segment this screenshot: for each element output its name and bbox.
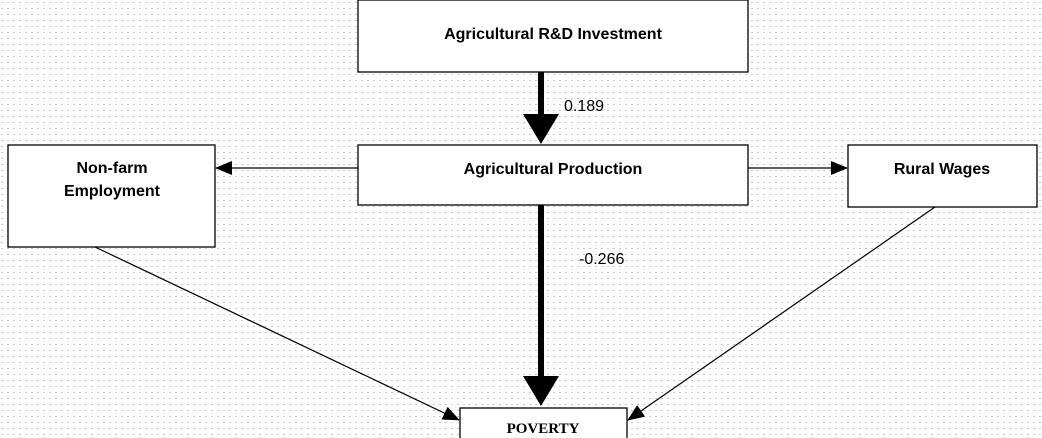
node-label: Agricultural R&D Investment [444, 26, 662, 43]
arrow [94, 246, 460, 421]
edge-label: 0.189 [564, 98, 604, 115]
node-box [847, 144, 1038, 208]
node-label: Agricultural Production [464, 161, 643, 178]
arrow [627, 206, 936, 421]
node-box [459, 407, 628, 438]
node-box [357, 144, 749, 206]
node-box [7, 144, 216, 248]
node-label: Employment [64, 183, 161, 200]
node-label: POVERTY [507, 421, 580, 437]
node-box [357, 0, 749, 73]
edge-label: -0.266 [579, 251, 624, 268]
node-label: Non-farm [76, 160, 147, 177]
node-label: Rural Wages [894, 161, 990, 178]
